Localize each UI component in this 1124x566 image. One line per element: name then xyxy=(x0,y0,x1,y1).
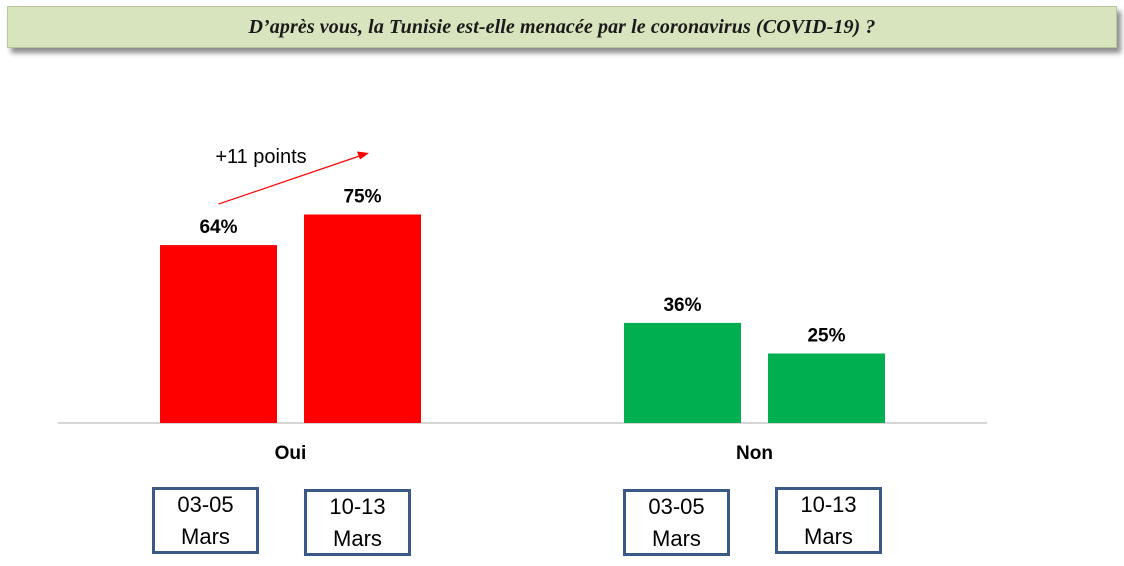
title-banner: D’après vous, la Tunisie est-elle menacé… xyxy=(7,6,1117,48)
data-label-non-1: 36% xyxy=(663,295,701,316)
data-label-oui-1: 64% xyxy=(199,217,237,238)
date-box-non-1: 03-05 Mars xyxy=(623,489,730,556)
date-box-oui-1: 03-05 Mars xyxy=(152,487,259,554)
date-box-oui-2: 10-13 Mars xyxy=(304,489,411,556)
category-label-non: Non xyxy=(736,443,773,464)
data-label-oui-2: 75% xyxy=(343,187,381,208)
bar-non-2 xyxy=(768,353,885,423)
chart-title: D’après vous, la Tunisie est-elle menacé… xyxy=(248,15,876,38)
bar-oui-1 xyxy=(160,245,277,423)
bar-non-1 xyxy=(624,322,741,423)
annotation-label: +11 points xyxy=(215,146,306,168)
date-label: 10-13 Mars xyxy=(329,493,386,551)
category-label-oui: Oui xyxy=(275,443,307,464)
arrow-head-icon xyxy=(357,151,369,160)
date-label: 10-13 Mars xyxy=(800,491,857,549)
trend-arrow-line xyxy=(218,154,362,205)
data-label-non-2: 25% xyxy=(807,326,845,347)
bar-oui-2 xyxy=(304,214,421,423)
date-label: 03-05 Mars xyxy=(177,491,234,549)
date-label: 03-05 Mars xyxy=(648,493,705,551)
date-box-non-2: 10-13 Mars xyxy=(775,487,882,554)
